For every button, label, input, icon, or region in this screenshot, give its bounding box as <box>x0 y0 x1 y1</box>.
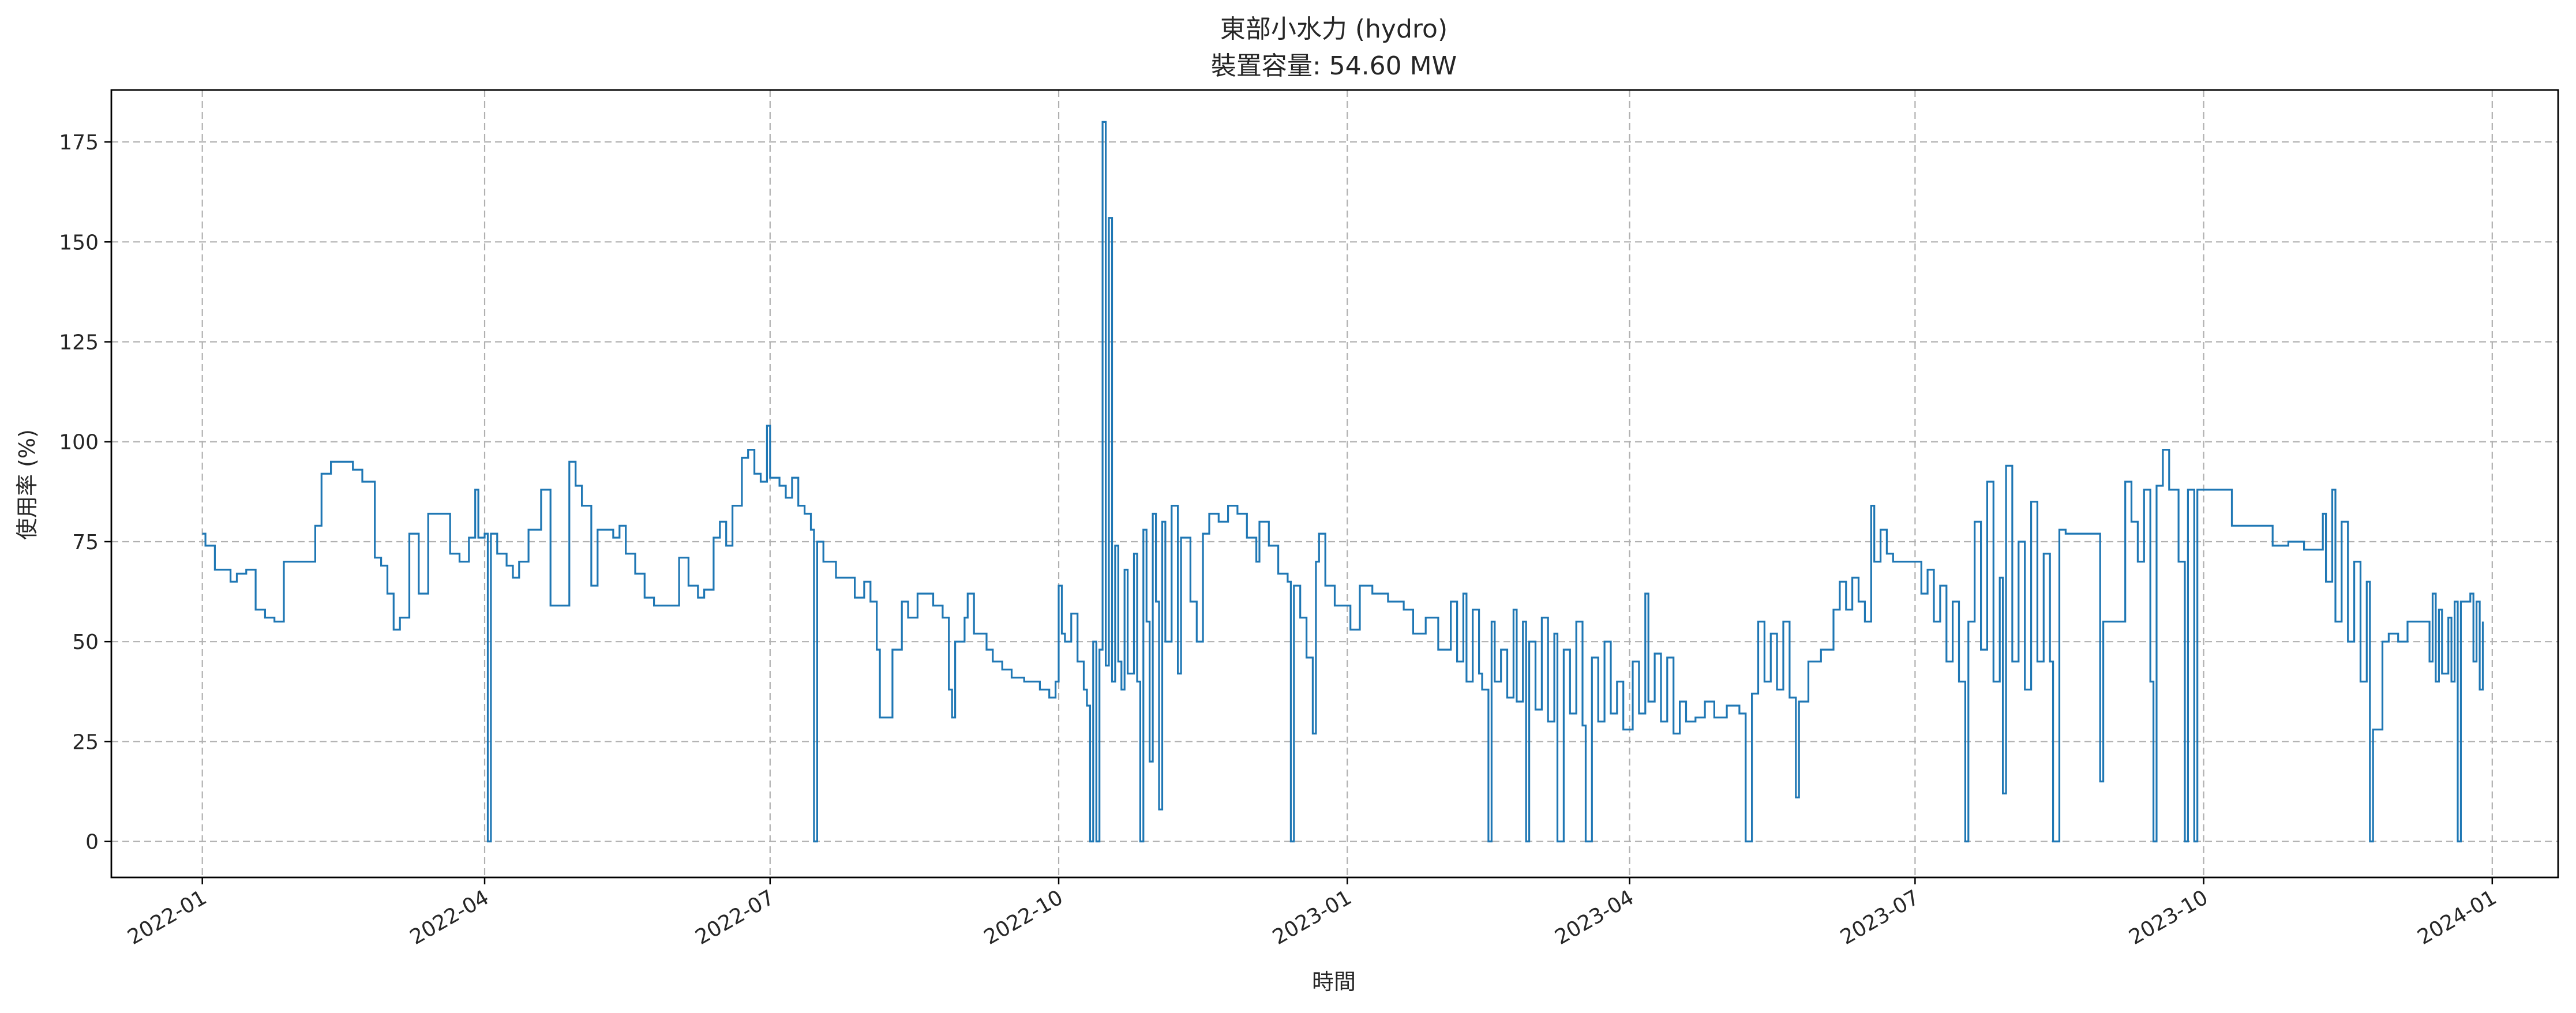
plot-area <box>202 121 2484 843</box>
y-axis-label: 使用率 (%) <box>14 429 40 540</box>
series-line-utilization <box>202 121 2484 843</box>
y-tick-label-0: 0 <box>85 831 99 854</box>
y-tick-label-75: 75 <box>72 531 99 554</box>
x-axis-label: 時間 <box>1312 969 1356 995</box>
y-tick-label-50: 50 <box>72 631 99 654</box>
y-axis: 0 25 50 75 100 125 150 175 <box>59 131 111 854</box>
chart-subtitle: 裝置容量: 54.60 MW <box>1211 51 1457 81</box>
chart-title: 東部小水力 (hydro) <box>1220 14 1448 44</box>
y-tick-label-125: 125 <box>59 331 99 355</box>
y-tick-label-25: 25 <box>72 730 99 754</box>
plot-frame <box>110 89 2559 879</box>
y-tick-label-150: 150 <box>59 231 99 254</box>
y-tick-label-100: 100 <box>59 431 99 455</box>
y-tick-label-175: 175 <box>59 131 99 155</box>
grid-lines <box>111 90 2558 877</box>
